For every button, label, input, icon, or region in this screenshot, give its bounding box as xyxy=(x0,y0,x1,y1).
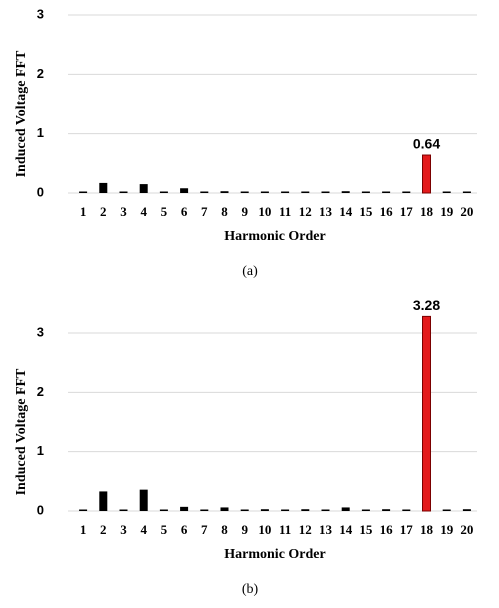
bar xyxy=(402,509,411,511)
y-tick-label: 1 xyxy=(37,125,44,140)
bar xyxy=(119,191,128,193)
bar xyxy=(159,191,168,193)
bar xyxy=(462,191,471,193)
x-tick-label: 10 xyxy=(258,522,271,537)
x-tick-label: 8 xyxy=(221,204,228,219)
bar xyxy=(79,509,88,511)
bar xyxy=(139,184,148,193)
x-axis-title: Harmonic Order xyxy=(224,547,325,562)
bar xyxy=(281,191,290,193)
bar xyxy=(361,509,370,511)
bar xyxy=(240,509,249,511)
x-tick-label: 11 xyxy=(279,522,291,537)
bar xyxy=(281,509,290,511)
bar xyxy=(260,509,269,511)
x-tick-label: 1 xyxy=(80,522,87,537)
bar xyxy=(79,191,88,193)
bar xyxy=(301,509,310,511)
x-tick-label: 18 xyxy=(420,522,434,537)
bar xyxy=(180,188,189,193)
bar xyxy=(422,154,431,194)
x-tick-label: 8 xyxy=(221,522,228,537)
bar xyxy=(442,509,451,511)
x-tick-label: 9 xyxy=(241,522,248,537)
x-tick-label: 3 xyxy=(120,204,127,219)
bar xyxy=(99,182,108,193)
x-tick-label: 6 xyxy=(181,204,188,219)
x-tick-label: 19 xyxy=(440,522,454,537)
bar xyxy=(382,191,391,193)
x-tick-label: 14 xyxy=(339,204,353,219)
x-tick-label: 15 xyxy=(359,522,373,537)
x-tick-label: 12 xyxy=(299,522,312,537)
bar xyxy=(99,491,108,511)
bar xyxy=(382,509,391,511)
x-tick-label: 7 xyxy=(201,204,208,219)
x-tick-label: 6 xyxy=(181,522,188,537)
x-tick-label: 17 xyxy=(400,204,414,219)
y-tick-label: 2 xyxy=(37,384,44,399)
x-tick-label: 12 xyxy=(299,204,312,219)
y-tick-label: 0 xyxy=(37,502,44,517)
x-tick-label: 16 xyxy=(380,522,394,537)
bar xyxy=(180,506,189,511)
bar xyxy=(200,191,209,193)
y-axis-title: Induced Voltage FFT xyxy=(14,50,29,177)
value-label: 0.64 xyxy=(413,136,440,152)
bar xyxy=(361,191,370,193)
bar xyxy=(220,191,229,193)
y-tick-label: 2 xyxy=(37,66,44,81)
bar xyxy=(341,191,350,193)
value-label: 3.28 xyxy=(413,297,440,313)
x-tick-label: 17 xyxy=(400,522,414,537)
x-tick-label: 4 xyxy=(140,522,147,537)
x-tick-label: 18 xyxy=(420,204,434,219)
bar xyxy=(220,507,229,511)
bar xyxy=(159,509,168,511)
bar xyxy=(442,191,451,193)
x-tick-label: 14 xyxy=(339,522,353,537)
bar xyxy=(341,507,350,511)
x-tick-label: 10 xyxy=(258,204,271,219)
x-tick-label: 19 xyxy=(440,204,454,219)
bar xyxy=(402,191,411,193)
bar xyxy=(321,509,330,511)
bar xyxy=(200,509,209,511)
x-tick-label: 1 xyxy=(80,204,87,219)
bar xyxy=(422,315,431,512)
y-tick-label: 3 xyxy=(37,324,44,339)
x-tick-label: 13 xyxy=(319,204,333,219)
x-tick-label: 20 xyxy=(460,522,473,537)
bar xyxy=(301,191,310,193)
x-tick-label: 4 xyxy=(140,204,147,219)
x-tick-label: 11 xyxy=(279,204,291,219)
x-axis-title: Harmonic Order xyxy=(224,229,325,244)
caption: (a) xyxy=(242,264,258,279)
x-tick-label: 5 xyxy=(161,204,168,219)
caption: (b) xyxy=(242,582,259,597)
bar xyxy=(462,509,471,511)
x-tick-label: 20 xyxy=(460,204,473,219)
bar xyxy=(260,191,269,193)
y-tick-label: 0 xyxy=(37,184,44,199)
x-tick-label: 2 xyxy=(100,522,107,537)
x-tick-label: 13 xyxy=(319,522,333,537)
x-tick-label: 16 xyxy=(380,204,394,219)
x-tick-label: 9 xyxy=(241,204,248,219)
bar xyxy=(240,191,249,193)
x-tick-label: 2 xyxy=(100,204,107,219)
y-tick-label: 1 xyxy=(37,443,44,458)
y-axis-title: Induced Voltage FFT xyxy=(14,368,29,495)
bar xyxy=(139,489,148,511)
bar xyxy=(321,191,330,193)
y-tick-label: 3 xyxy=(37,6,44,21)
x-tick-label: 3 xyxy=(120,522,127,537)
bar xyxy=(119,509,128,511)
x-tick-label: 7 xyxy=(201,522,208,537)
x-tick-label: 5 xyxy=(161,522,168,537)
x-tick-label: 15 xyxy=(359,204,373,219)
